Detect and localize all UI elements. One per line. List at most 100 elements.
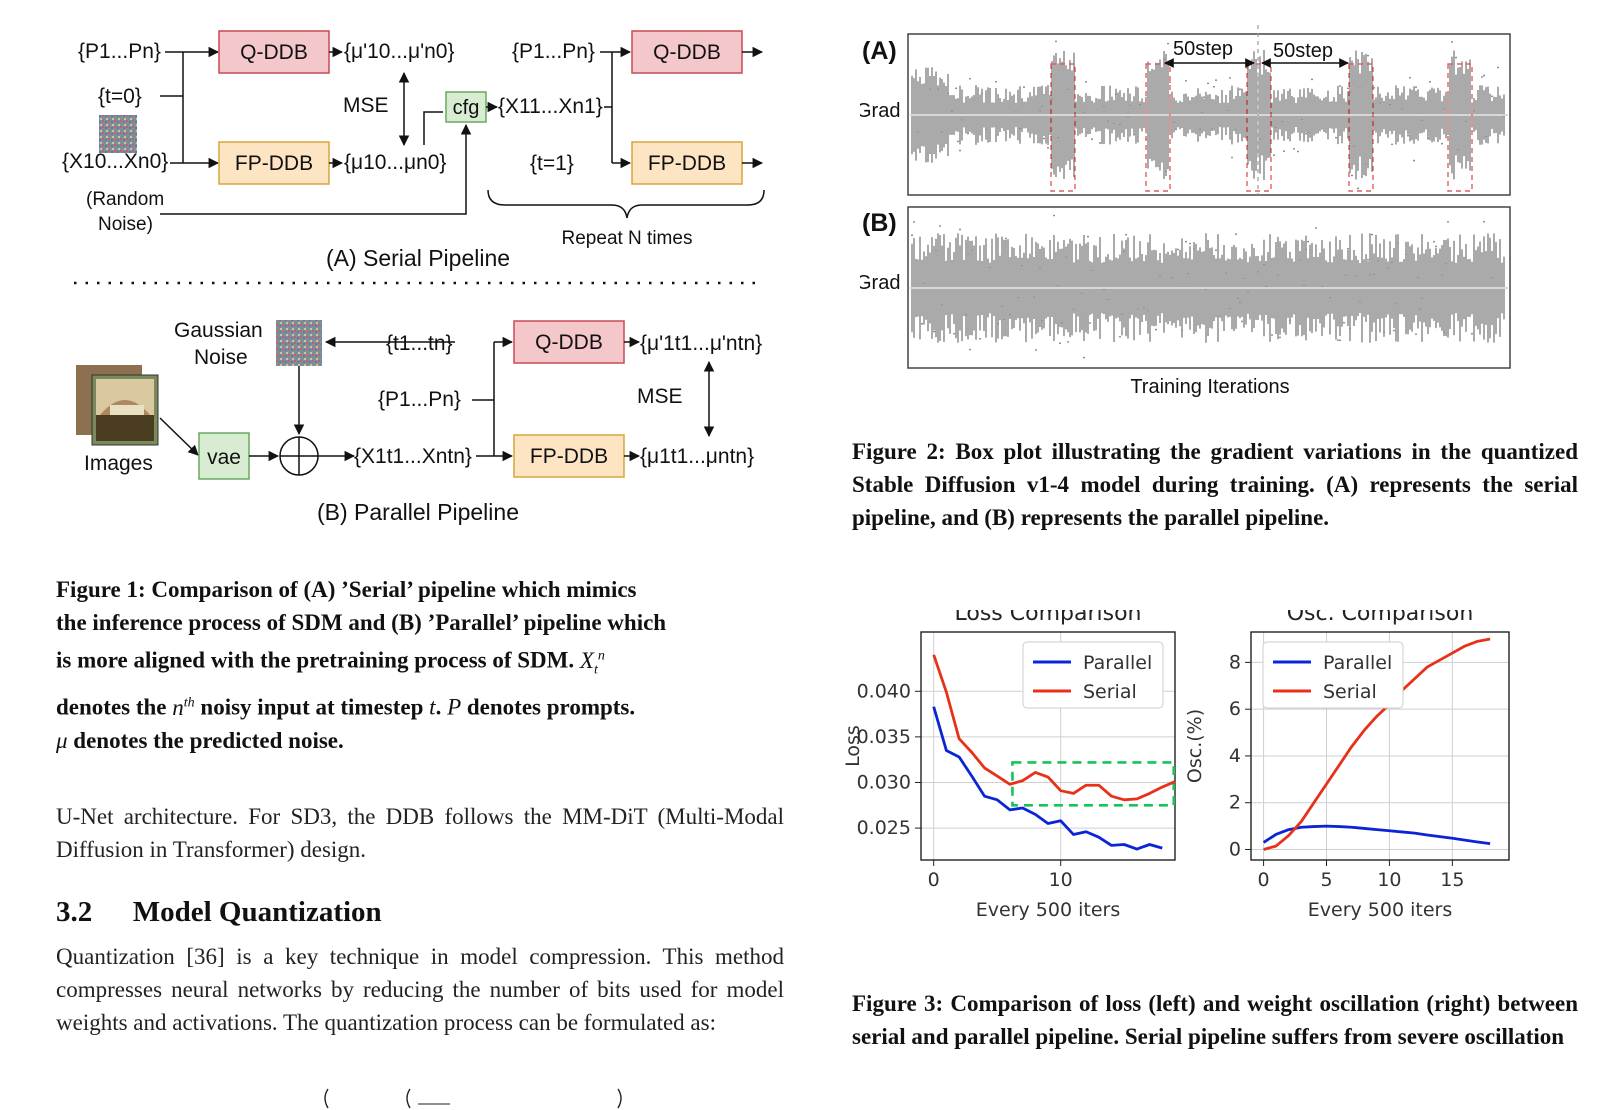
fig2-outlier-point: [1123, 250, 1125, 253]
fig2-outlier-point: [1273, 154, 1275, 157]
fig2-outlier-point: [913, 221, 915, 223]
parallel-images-label: Images: [84, 452, 153, 475]
fig2-outlier-point: [1405, 253, 1407, 256]
fig2-outlier-point: [1215, 79, 1217, 82]
fig2-outlier-point: [1379, 101, 1381, 104]
fig2-step-label-1: 50step: [1173, 38, 1233, 60]
fig2-outlier-point: [1083, 356, 1085, 359]
serial-repeat-brace: [487, 189, 765, 219]
fig2-outlier-point: [1073, 308, 1075, 311]
fig2-outlier-point: [1207, 82, 1209, 85]
fig2-outlier-point: [1009, 313, 1011, 316]
fig2-outlier-point: [953, 332, 955, 335]
fig2-gradient-series-a: [910, 40, 1508, 190]
fig2-outlier-point: [1115, 93, 1117, 96]
figure-2-boxplot: (A) (B) Grad Grad 50step 50step Training…: [860, 25, 1511, 398]
y-axis-label: Loss: [845, 725, 864, 767]
y-tick-label: 0.035: [857, 726, 911, 748]
fig2-outlier-point: [1359, 86, 1361, 89]
fig2-outlier-point: [1263, 263, 1265, 266]
osc-comparison-chart: 0 5 10 15 0 2 4 6 8 Osc. Comparison Every 500 iter…: [1184, 610, 1510, 921]
fig2-outlier-point: [1017, 296, 1019, 299]
serial-t1: {t=1}: [530, 152, 574, 175]
serial-t0: {t=0}: [98, 85, 142, 108]
fig2-outlier-point: [1359, 300, 1361, 303]
fig2-outlier-point: [1247, 290, 1249, 293]
fig2-outlier-point: [1225, 272, 1227, 274]
fig2-outlier-point: [1271, 334, 1273, 336]
fig2-outlier-point: [1371, 233, 1373, 236]
fig2-outlier-point: [1167, 42, 1169, 45]
y-tick-label: 0.040: [857, 680, 911, 702]
fig2-outlier-point: [1129, 104, 1131, 107]
fig2-grad-label-b: Grad: [860, 272, 900, 294]
fig2-outlier-point: [1163, 58, 1165, 60]
fig2-outlier-point: [1055, 40, 1057, 43]
fig2-outlier-point: [1059, 342, 1061, 345]
fig2-outlier-point: [1415, 333, 1417, 336]
fig2-outlier-point: [961, 119, 963, 121]
fig2-outlier-point: [1367, 54, 1369, 57]
fig2-outlier-point: [1415, 86, 1417, 89]
parallel-prompts: {P1...Pn}: [378, 388, 461, 411]
fig2-outlier-point: [1321, 285, 1323, 288]
fig2-outlier-point: [1395, 303, 1397, 305]
parallel-images-thumbnail: [76, 365, 159, 446]
y-tick-label: 8: [1229, 651, 1241, 673]
fig1-caption-line-2: the inference process of SDM and (B) ’Pa…: [56, 610, 667, 635]
fig1-caption-line-5: denotes the predicted noise.: [73, 727, 344, 753]
fig2-outlier-point: [1203, 96, 1205, 99]
fig2-outlier-point: [1485, 135, 1487, 138]
fig1-caption-line-1: Figure 1: Comparison of (A) ’Serial’ pip…: [56, 577, 637, 602]
fig2-outlier-point: [1189, 242, 1191, 245]
fig2-outlier-point: [1051, 98, 1053, 100]
fig2-outlier-point: [1185, 240, 1187, 243]
fig2-outlier-point: [1039, 266, 1041, 269]
serial-mu-fp: {μ10...μn0}: [344, 151, 446, 174]
fig2-outlier-point: [1441, 142, 1443, 145]
fig2-outlier-point: [1127, 116, 1129, 119]
fig2-outlier-point: [1229, 76, 1231, 79]
serial-mse: MSE: [343, 94, 389, 117]
serial-qddb-label-2: Q-DDB: [653, 41, 721, 64]
parallel-timesteps: {t1...tn}: [386, 332, 453, 355]
fig2-outlier-point: [965, 313, 967, 316]
fig2-outlier-point: [1039, 110, 1041, 112]
section-title: Model Quantization: [132, 896, 382, 928]
fig2-outlier-point: [957, 140, 959, 143]
serial-fpddb-label: FP-DDB: [235, 152, 313, 175]
fig2-outlier-point: [1257, 271, 1259, 273]
fig2-outlier-point: [1169, 81, 1171, 84]
fig2-outlier-point: [1047, 146, 1049, 149]
parallel-fpddb-box: [513, 434, 625, 478]
fig2-outlier-point: [1155, 328, 1157, 331]
serial-fpddb-label-2: FP-DDB: [648, 152, 726, 175]
fig2-outlier-point: [1281, 120, 1283, 123]
fig2-outlier-point: [1021, 264, 1023, 267]
fig2-outlier-point: [979, 337, 981, 340]
fig2-outlier-point: [1107, 120, 1109, 122]
fig2-outlier-point: [1357, 187, 1359, 190]
fig2-outlier-point: [1451, 41, 1453, 43]
figure-3-caption: Figure 3: Comparison of loss (left) and …: [852, 991, 1578, 1049]
fig2-outlier-point: [1235, 128, 1237, 131]
fig2-outlier-point: [1227, 109, 1229, 112]
fig2-outlier-point: [1219, 315, 1221, 317]
fig2-outlier-point: [951, 110, 953, 112]
fig2-outlier-point: [1085, 80, 1087, 83]
fig2-outlier-point: [1377, 259, 1379, 262]
fig2-outlier-point: [1427, 137, 1429, 140]
fig2-outlier-point: [1421, 119, 1423, 122]
fig2-outlier-point: [1119, 123, 1121, 126]
fig2-outlier-point: [1057, 136, 1059, 139]
fig2-outlier-point: [1443, 331, 1445, 334]
fig2-outlier-point: [1303, 284, 1305, 287]
fig2-outlier-point: [1083, 111, 1085, 114]
fig2-outlier-point: [1119, 335, 1121, 338]
fig2-outlier-point: [1491, 95, 1493, 98]
fig2-outlier-point: [1137, 307, 1139, 310]
fig2-outlier-point: [1443, 107, 1445, 110]
fig2-outlier-point: [1067, 88, 1069, 91]
fig2-outlier-point: [1187, 272, 1189, 275]
fig2-outlier-point: [1355, 274, 1357, 277]
